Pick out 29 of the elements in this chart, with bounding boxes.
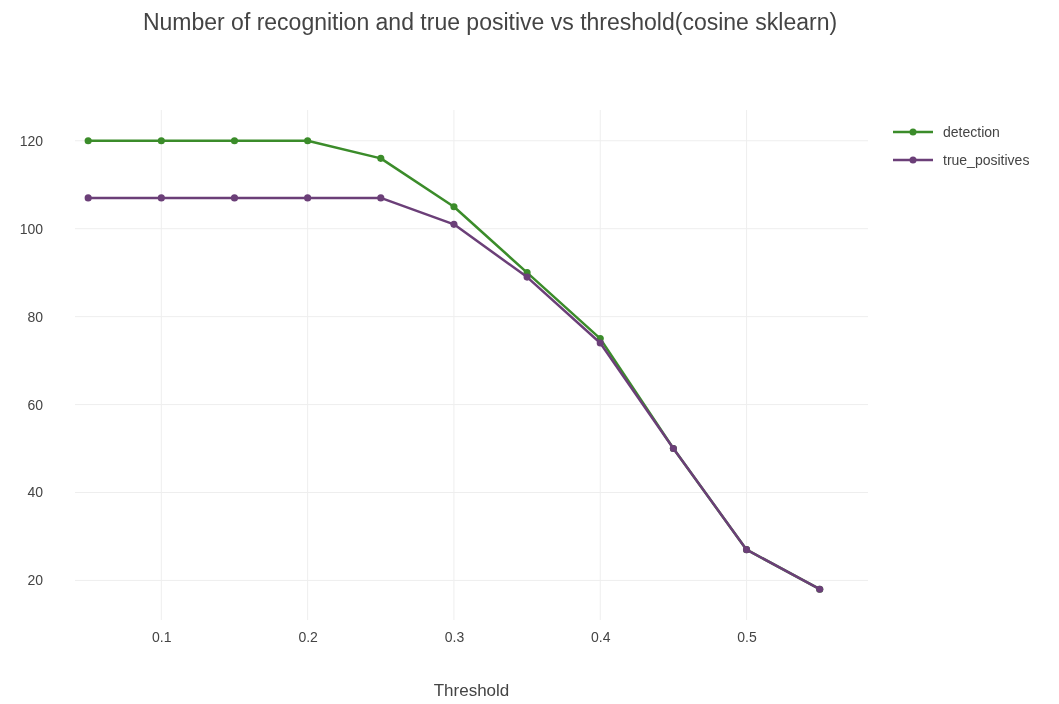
point xyxy=(157,194,165,202)
point xyxy=(304,194,312,202)
legend-label: detection xyxy=(943,124,1000,140)
y-tick-label: 120 xyxy=(19,132,44,149)
point xyxy=(450,203,458,211)
x-tick-label: 0.4 xyxy=(591,628,611,645)
x-tick-label: 0.1 xyxy=(152,628,172,645)
legend-label: true_positives xyxy=(943,152,1030,168)
point xyxy=(377,194,385,202)
point xyxy=(84,194,92,202)
point xyxy=(230,137,239,145)
x-axis-title: Threshold xyxy=(433,681,510,700)
x-tick-label: 0.3 xyxy=(444,628,465,645)
point xyxy=(450,220,458,228)
y-tick-label: 100 xyxy=(19,220,44,237)
point xyxy=(523,273,531,281)
point xyxy=(377,154,385,162)
x-tick-label: 0.5 xyxy=(737,628,757,645)
y-tick-label: 60 xyxy=(27,396,44,413)
point xyxy=(230,194,239,202)
point xyxy=(157,137,165,145)
y-tick-label: 80 xyxy=(27,308,44,325)
y-tick-label: 40 xyxy=(27,484,44,501)
point xyxy=(596,339,604,347)
point xyxy=(84,137,92,145)
x-tick-label: 0.2 xyxy=(298,628,319,645)
chart-title: Number of recognition and true positive vs threshold(cosine sklearn) xyxy=(142,9,838,35)
y-tick-label: 20 xyxy=(27,572,44,589)
point xyxy=(304,137,312,145)
